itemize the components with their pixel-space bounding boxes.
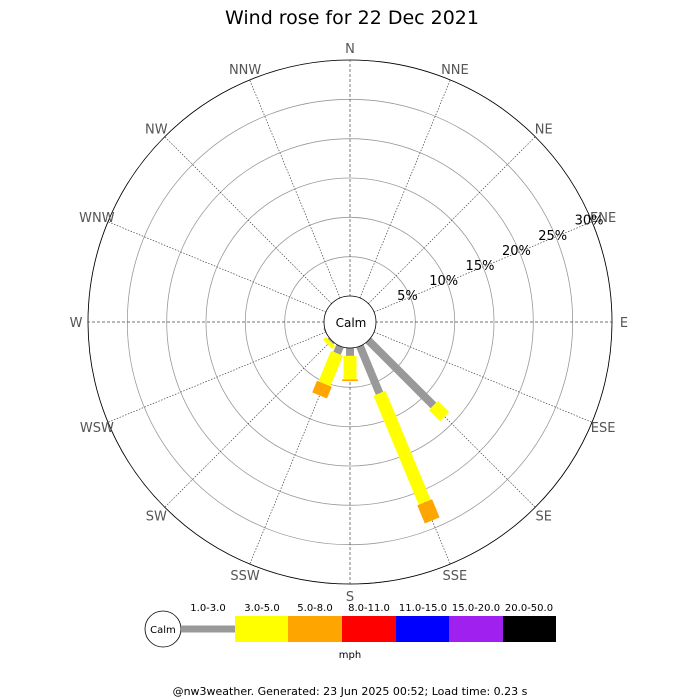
grid-ring [244, 216, 456, 428]
petal-se-bin-1 [428, 400, 450, 422]
direction-label-wsw: WSW [80, 421, 114, 436]
legend-bin-label: 5.0-8.0 [297, 603, 332, 614]
spoke-nne [359, 79, 451, 299]
petal-sse-bin-2 [417, 499, 440, 524]
direction-label-nne: NNE [441, 63, 469, 78]
legend-swatch-3 [342, 616, 396, 642]
legend-bin-label: 3.0-5.0 [244, 603, 279, 614]
petal-sse-bin-1 [373, 390, 431, 505]
petal-ssw-bin-2 [312, 380, 332, 399]
ring-label: 15% [466, 259, 495, 274]
legend-swatch-1 [235, 616, 288, 642]
petal-se-bin-0 [365, 337, 437, 409]
direction-label-ene: ENE [590, 211, 616, 226]
direction-labels: N NNE NE ENE E ESE SE SSE S SSW SW WSW W WNW NW NNW [70, 42, 629, 605]
legend-units: mph [339, 650, 361, 661]
spoke-ese [373, 331, 593, 423]
legend-calm-label: Calm [150, 625, 176, 636]
spoke-ene [373, 221, 593, 313]
legend-swatch-4 [396, 616, 449, 642]
ring-label: 25% [538, 229, 567, 244]
direction-label-wnw: WNW [79, 211, 115, 226]
grid-ring [166, 138, 534, 506]
ring-label: 5% [397, 289, 418, 304]
ring-label: 20% [502, 244, 531, 259]
direction-label-ssw: SSW [230, 569, 260, 584]
direction-label-e: E [620, 316, 628, 331]
footer-text: @nw3weather. Generated: 23 Jun 2025 00:5… [173, 685, 528, 698]
legend-bin-label: 11.0-15.0 [399, 603, 447, 614]
direction-label-n: N [345, 42, 355, 57]
wind-petals [312, 328, 450, 524]
speed-legend: Calm 1.0-3.0 3.0-5.0 5.0-8.0 8.0-11.0 11.0-1… [144, 603, 556, 648]
spoke-wnw [107, 221, 327, 313]
calm-circle [323, 295, 377, 349]
petal-sw-bin-1 [323, 336, 336, 349]
direction-label-sw: SW [146, 510, 167, 525]
petal-ssw-bin-1 [318, 350, 344, 387]
direction-label-s: S [346, 590, 354, 605]
direction-label-se: SE [535, 510, 551, 525]
petal-ssw-bin-0 [333, 344, 344, 355]
chart-title: Wind rose for 22 Dec 2021 [225, 7, 479, 29]
petal-sse-bin-0 [356, 344, 384, 395]
direction-label-w: W [70, 316, 83, 331]
calm-label: Calm [336, 316, 367, 330]
ring-label: 30% [575, 214, 604, 229]
legend-bin-label: 15.0-20.0 [452, 603, 500, 614]
spoke-nnw [249, 79, 341, 299]
direction-label-nw: NW [145, 122, 168, 137]
legend-swatch-0 [181, 625, 235, 633]
spoke-ne [368, 136, 536, 304]
ring-labels: 5% 10% 15% 20% 25% 30% [397, 214, 603, 304]
legend-swatch-5 [449, 616, 503, 642]
grid-ring [205, 177, 495, 467]
legend-swatch-6 [503, 616, 556, 642]
direction-label-ne: NE [535, 122, 553, 137]
legend-bin-label: 1.0-3.0 [190, 603, 225, 614]
direction-label-ese: ESE [591, 421, 616, 436]
direction-label-sse: SSE [443, 569, 468, 584]
spoke-sw [164, 340, 332, 508]
ring-label: 10% [429, 274, 458, 289]
spoke-nw [164, 136, 332, 304]
direction-label-nnw: NNW [229, 63, 261, 78]
legend-bin-label: 20.0-50.0 [505, 603, 553, 614]
legend-swatch-2 [288, 616, 342, 642]
legend-bin-label: 8.0-11.0 [348, 603, 390, 614]
spoke-wsw [107, 331, 327, 423]
